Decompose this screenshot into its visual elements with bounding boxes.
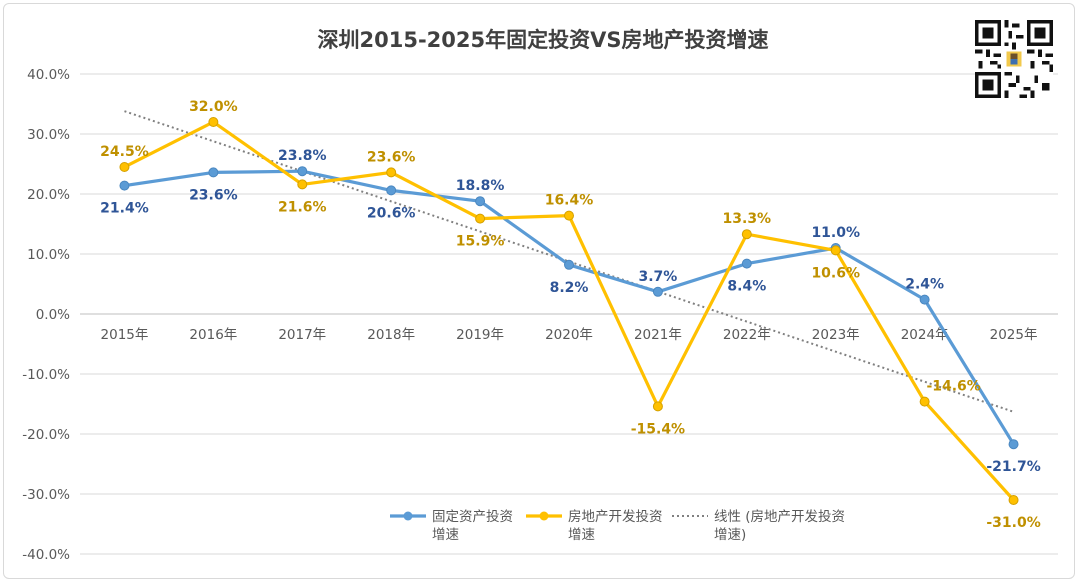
data-label: 18.8% (456, 178, 505, 194)
data-point (208, 117, 219, 127)
x-tick-label: 2016年 (189, 327, 237, 343)
legend-label: 增速 (432, 527, 459, 543)
data-point (741, 229, 752, 240)
chart-title: 深圳2015-2025年固定投资VS房地产投资增速 (318, 28, 769, 52)
legend-label: 线性 (房地产开发投资 (714, 509, 845, 525)
data-label: 10.6% (811, 265, 860, 281)
data-label: 3.7% (638, 269, 677, 285)
data-point (919, 294, 930, 305)
data-label: -15.4% (631, 421, 685, 437)
x-tick-label: 2018年 (367, 327, 415, 343)
y-axis-labels: 40.0% 30.0% 20.0% 10.0% 0.0% -10.0% -20.0% -30.… (22, 67, 70, 563)
x-tick-label: 2015年 (101, 327, 149, 343)
x-axis-labels: 2015年 2016年 2017年 2018年 2019年 2020年 2021年 2022年… (101, 327, 1038, 343)
data-label: 21.4% (100, 201, 149, 217)
x-tick-label: 2019年 (456, 327, 504, 343)
data-point (208, 167, 219, 178)
data-point (741, 258, 752, 269)
data-point (652, 286, 663, 297)
x-tick-label: 2023年 (812, 327, 860, 343)
data-label: 16.4% (545, 193, 594, 209)
y-tick-label: 40.0% (27, 67, 70, 83)
data-point (297, 166, 308, 177)
data-label: 23.8% (278, 148, 327, 164)
x-tick-label: 2017年 (278, 327, 326, 343)
data-label: -21.7% (986, 459, 1040, 475)
data-point (1008, 439, 1019, 450)
legend-label: 增速 (568, 527, 595, 543)
data-point (297, 179, 308, 190)
legend-label: 房地产开发投资 (568, 509, 663, 525)
data-label: 15.9% (456, 234, 505, 250)
data-label: -31.0% (986, 515, 1040, 531)
data-label: 23.6% (367, 149, 416, 165)
data-point (830, 245, 841, 256)
data-label: 13.3% (723, 211, 772, 227)
qr-code-icon (975, 20, 1053, 98)
series-line-1 (123, 120, 1015, 502)
data-point (386, 185, 397, 196)
y-tick-label: 20.0% (27, 187, 70, 203)
trendline (124, 110, 1014, 413)
data-label: 8.2% (550, 280, 589, 296)
legend-label: 固定资产投资 (432, 509, 513, 525)
chart-frame (3, 3, 1075, 579)
data-label: 23.6% (189, 187, 238, 203)
data-label: 21.6% (278, 199, 327, 215)
legend-label: 增速) (714, 527, 746, 543)
x-tick-label: 2024年 (901, 327, 949, 343)
data-label: 2.4% (905, 277, 944, 293)
data-point (386, 167, 397, 178)
data-point (564, 259, 574, 270)
x-tick-label: 2020年 (545, 327, 593, 343)
data-label: 8.4% (727, 279, 766, 295)
y-tick-label: 10.0% (27, 247, 70, 263)
y-tick-label: 30.0% (27, 127, 70, 143)
y-tick-label: 0.0% (36, 307, 70, 323)
trendline-layer (124, 110, 1014, 413)
data-labels: 21.4% 23.6% 23.8% 20.6% 18.8% 8.2% 3.7% 8.4% 11.… (100, 99, 1041, 531)
data-label: 32.0% (189, 99, 238, 115)
gridlines (80, 73, 1058, 555)
legend-marker-1 (539, 511, 549, 521)
data-label: 11.0% (811, 225, 860, 241)
x-tick-label: 2022年 (723, 327, 771, 343)
data-point (119, 180, 130, 191)
data-point (652, 401, 663, 412)
data-label: 20.6% (367, 205, 416, 221)
data-point (475, 196, 486, 207)
data-label: -14.6% (926, 379, 980, 395)
x-tick-label: 2021年 (634, 327, 682, 343)
x-tick-label: 2025年 (990, 327, 1038, 343)
y-tick-label: -40.0% (22, 547, 70, 563)
y-tick-label: -10.0% (22, 367, 70, 383)
data-point (1008, 495, 1019, 505)
data-point (119, 162, 130, 172)
data-label: 24.5% (100, 144, 149, 160)
data-point (475, 213, 486, 224)
data-point (564, 210, 574, 221)
y-tick-label: -20.0% (22, 427, 70, 443)
series-layer (119, 117, 1019, 505)
y-tick-label: -30.0% (22, 487, 70, 503)
data-point (919, 396, 930, 407)
legend-marker-0 (403, 511, 413, 521)
